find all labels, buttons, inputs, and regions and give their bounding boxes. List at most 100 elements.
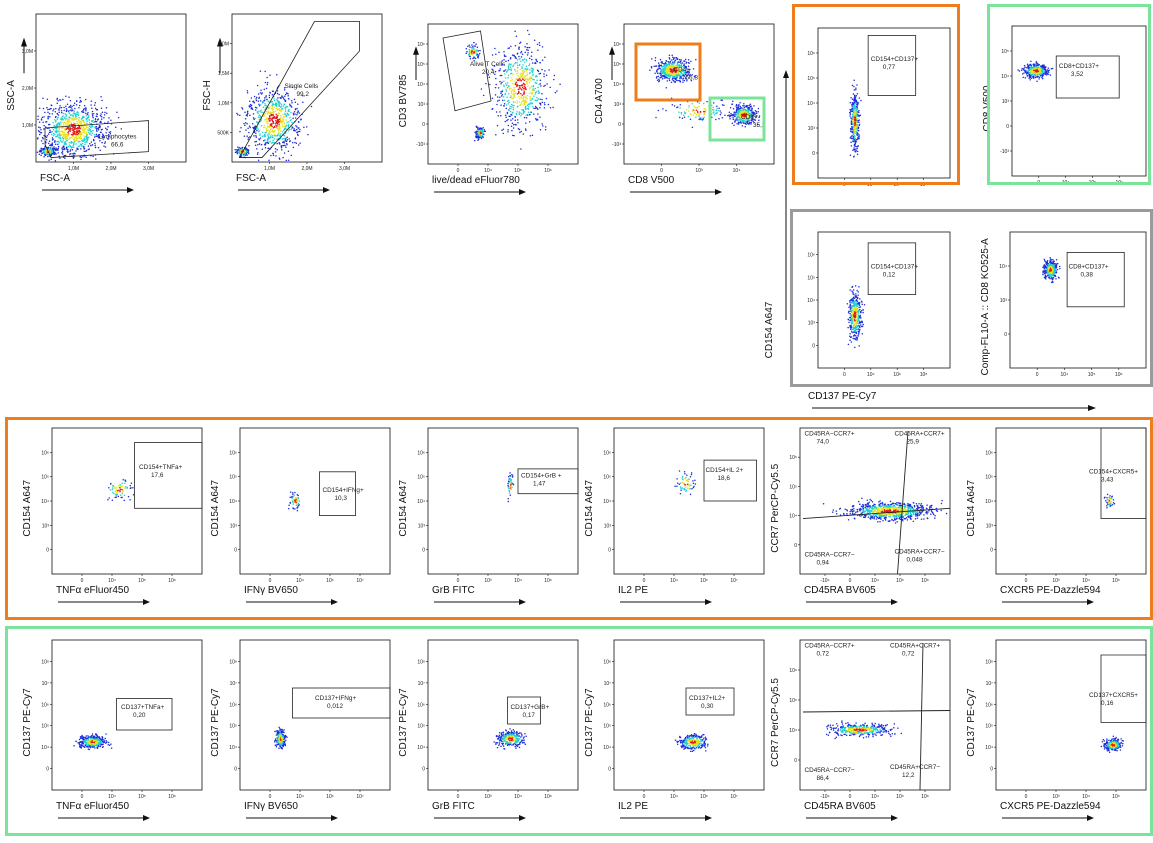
event-dot (269, 95, 271, 97)
event-dot (89, 133, 91, 135)
event-dot (285, 101, 287, 103)
event-dot (516, 73, 518, 75)
y-tick-label: 10⁴ (1001, 74, 1009, 80)
event-dot (496, 104, 498, 106)
event-dot (672, 76, 674, 78)
event-dot (521, 84, 523, 86)
event-dot (532, 98, 534, 100)
event-dot (497, 125, 499, 127)
event-dot (757, 111, 759, 113)
event-dot (677, 63, 679, 65)
event-dot (524, 71, 526, 73)
event-dot (250, 104, 252, 106)
event-dot (673, 63, 675, 65)
event-dot (670, 61, 672, 63)
event-dot (69, 137, 71, 139)
event-dot (255, 109, 257, 111)
event-dot (511, 77, 513, 79)
event-dot (517, 59, 519, 61)
event-dot (271, 114, 273, 116)
event-dot (480, 136, 482, 138)
event-dot (85, 99, 87, 101)
event-dot (289, 117, 291, 119)
event-dot (1032, 69, 1034, 71)
event-dot (740, 107, 742, 109)
event-dot (244, 135, 246, 137)
event-dot (479, 50, 481, 52)
event-dot (850, 325, 852, 327)
event-dot (61, 110, 63, 112)
event-dot (517, 72, 519, 74)
x-tick-label: 10⁸ (920, 182, 928, 188)
event-dot (672, 80, 674, 82)
event-dot (856, 146, 858, 148)
x-arrow-head (127, 187, 134, 193)
event-dot (671, 55, 673, 57)
event-dot (520, 88, 522, 90)
event-dot (507, 77, 509, 79)
event-dot (525, 122, 527, 124)
event-dot (257, 111, 259, 113)
event-dot (48, 159, 50, 161)
event-dot (850, 141, 852, 143)
event-dot (510, 67, 512, 69)
event-dot (676, 58, 678, 60)
event-dot (527, 68, 529, 70)
event-dot (288, 126, 290, 128)
event-dot (854, 122, 856, 124)
event-dot (854, 149, 856, 151)
event-dot (284, 123, 286, 125)
event-dot (73, 124, 75, 126)
event-dot (537, 100, 539, 102)
event-dot (87, 138, 89, 140)
event-dot (678, 111, 680, 113)
event-dot (77, 123, 79, 125)
event-dot (528, 106, 530, 108)
event-dot (859, 329, 861, 331)
event-dot (282, 131, 284, 133)
event-dot (92, 156, 94, 158)
event-dot (58, 131, 60, 133)
event-dot (520, 76, 522, 78)
event-dot (524, 75, 526, 77)
event-dot (54, 152, 56, 154)
event-dot (71, 119, 73, 121)
event-dot (674, 105, 676, 107)
event-dot (87, 114, 89, 116)
event-dot (500, 83, 502, 85)
event-dot (247, 115, 249, 117)
axes-frame (818, 28, 950, 178)
event-dot (667, 80, 669, 82)
event-dot (282, 138, 284, 140)
event-dot (529, 114, 531, 116)
event-dot (856, 95, 858, 97)
event-dot (256, 130, 258, 132)
event-dot (513, 109, 515, 111)
event-dot (543, 76, 545, 78)
event-dot (526, 108, 528, 110)
event-dot (858, 134, 860, 136)
event-dot (110, 120, 112, 122)
event-dot (858, 136, 860, 138)
event-dot (92, 130, 94, 132)
event-dot (849, 112, 851, 114)
event-dot (667, 64, 669, 66)
event-dot (86, 115, 88, 117)
event-dot (269, 137, 271, 139)
event-dot (286, 144, 288, 146)
event-dot (63, 107, 65, 109)
event-dot (47, 109, 49, 111)
event-dot (753, 105, 755, 107)
event-dot (253, 117, 255, 119)
event-dot (500, 104, 502, 106)
event-dot (503, 129, 505, 131)
event-dot (498, 100, 500, 102)
event-dot (854, 112, 856, 114)
event-dot (545, 129, 547, 131)
event-dot (52, 122, 54, 124)
event-dot (658, 78, 660, 80)
event-dot (852, 123, 854, 125)
y-tick-label: -10³ (416, 142, 425, 148)
event-dot (526, 72, 528, 74)
event-dot (68, 146, 70, 148)
